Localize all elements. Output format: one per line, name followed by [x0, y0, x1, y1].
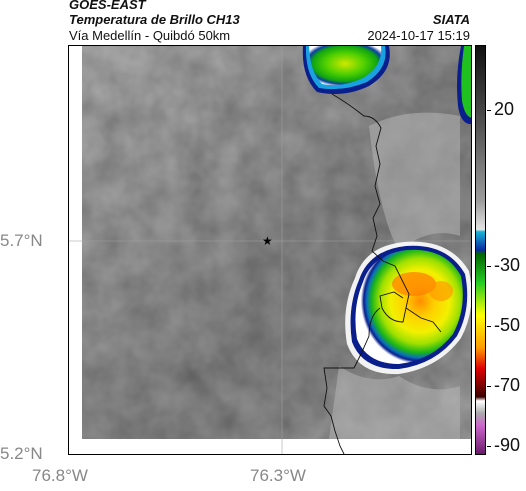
- star-icon[interactable]: ★: [262, 234, 273, 248]
- colorbar-label-minus-30: -30: [494, 255, 521, 275]
- satellite-map[interactable]: ★: [68, 45, 472, 455]
- lat-label-5-7: 5.7°N: [0, 231, 43, 250]
- colorbar-tick: [487, 266, 491, 267]
- colorbar-label-20: 20: [494, 99, 515, 119]
- colorbar-label-minus-70: -70: [494, 375, 521, 395]
- colorbar-label-minus-50: -50: [494, 315, 521, 335]
- storm-cell-main: [345, 241, 471, 375]
- lat-label-5-2: 5.2°N: [0, 444, 43, 463]
- colorbar-label-minus-90: -90: [494, 435, 521, 455]
- colorbar-tick: [487, 110, 491, 111]
- colorbar-tick: [487, 446, 491, 447]
- map-canvas: ★: [69, 46, 471, 454]
- storm-cell-top-left: [302, 46, 390, 94]
- colorbar-gradient: [476, 46, 485, 454]
- lon-label-76-3: 76.3°W: [250, 466, 306, 485]
- colorbar-tick: [487, 326, 491, 327]
- organization-label: SIATA: [432, 12, 470, 27]
- timestamp-label: 2024-10-17 15:19: [367, 28, 470, 43]
- boundary-line: [323, 93, 442, 454]
- lon-label-76-8: 76.8°W: [32, 466, 88, 485]
- route-subtitle: Vía Medellín - Quibdó 50km: [69, 28, 231, 43]
- product-title: Temperatura de Brillo CH13: [69, 12, 240, 27]
- storm-cell-top-right: [457, 46, 471, 125]
- satellite-title: GOES-EAST: [69, 0, 146, 12]
- colorbar: [475, 45, 486, 455]
- colorbar-tick: [487, 386, 491, 387]
